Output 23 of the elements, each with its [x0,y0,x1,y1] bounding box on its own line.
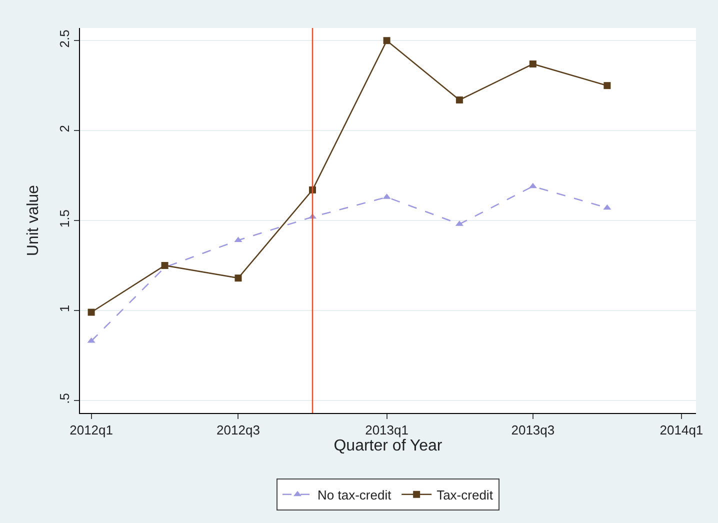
point [529,60,536,68]
x-tick-label: 2012q1 [70,422,113,438]
y-tick-label: 1.5 [56,210,72,228]
x-tick-label: 2013q1 [365,422,408,438]
point [456,96,463,104]
point [234,274,242,282]
point [234,236,242,242]
y-tick-label: 2 [56,124,72,132]
y-tick-label: 2.5 [56,30,72,48]
point [528,182,537,188]
point [603,204,612,210]
x-tick-label: 2013q3 [511,422,555,438]
x-tick-label: 2014q1 [660,422,704,438]
y-tick-label: .5 [56,393,72,404]
x-axis-title: Quarter of Year [334,438,443,455]
y-axis-title: Unit value [25,184,42,256]
point [604,82,611,90]
point [88,308,95,316]
legend-label: No tax-credit [318,487,392,502]
x-tick-label: 2012q3 [216,422,260,438]
y-tick-label: 1 [56,304,72,312]
point [383,37,390,44]
legend-label: Tax-credit [436,487,494,502]
